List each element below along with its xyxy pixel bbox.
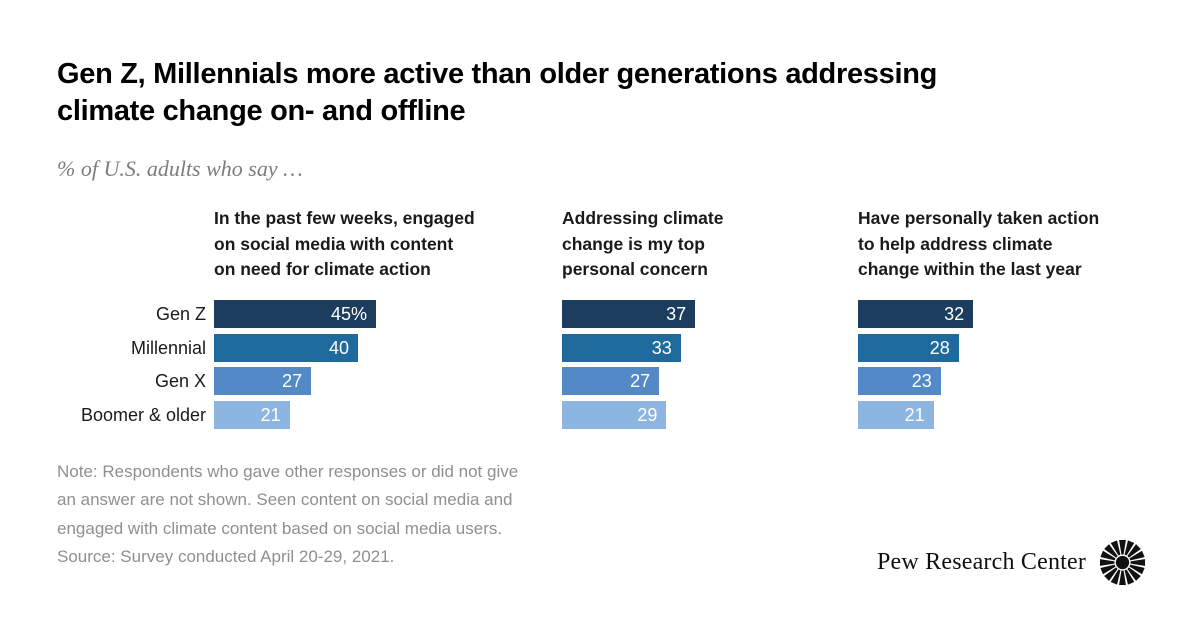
bar-boomer-older: 21 bbox=[858, 400, 934, 429]
note-text: Note: Respondents who gave other respons… bbox=[57, 458, 518, 571]
bar-value-label: 28 bbox=[929, 337, 950, 358]
note-line: an answer are not shown. Seen content on… bbox=[57, 490, 513, 510]
bar-row: 27 bbox=[562, 367, 695, 396]
bar-row: 33 bbox=[562, 333, 695, 362]
bar-gen-x: 27 bbox=[562, 367, 660, 396]
bar-value-label: 45% bbox=[330, 304, 367, 324]
bar-boomer-older: 21 bbox=[214, 400, 290, 429]
category-label-boomer-older: Boomer & older bbox=[80, 404, 206, 425]
bar-row: 27 bbox=[214, 367, 376, 396]
bar-row: 32 bbox=[858, 300, 974, 328]
bar-gen-x: 27 bbox=[214, 367, 312, 396]
bar-value-label: 37 bbox=[666, 304, 687, 324]
bar-millennial: 28 bbox=[858, 333, 959, 362]
bar-row: 23 bbox=[858, 367, 973, 396]
bar-value-label: 29 bbox=[637, 404, 658, 425]
bar-value-label: 40 bbox=[328, 337, 349, 358]
bar-row: 29 bbox=[562, 400, 695, 429]
column-header-top-concern: Addressing climate change is my top pers… bbox=[562, 208, 724, 279]
bar-value-label: 21 bbox=[260, 404, 281, 425]
bar-gen-x: 23 bbox=[858, 367, 941, 396]
sunburst-rays bbox=[1100, 539, 1146, 585]
bar-row: 40 bbox=[214, 333, 376, 362]
column-header-social-media: In the past few weeks, engaged on social… bbox=[214, 208, 475, 279]
bar-value-label: 27 bbox=[282, 371, 303, 392]
bar-row: 21 bbox=[214, 400, 376, 429]
chart-title: Gen Z, Millennials more active than olde… bbox=[57, 58, 938, 127]
bar-row: 37 bbox=[562, 300, 696, 328]
category-label-millennial: Millennial bbox=[130, 337, 206, 358]
bar-value-label: 32 bbox=[944, 304, 965, 324]
bar-value-label: 21 bbox=[904, 404, 925, 425]
bar-row: 21 bbox=[858, 400, 973, 429]
chart-subtitle: % of U.S. adults who say … bbox=[57, 156, 303, 181]
bar-millennial: 33 bbox=[562, 333, 681, 362]
brand-footer: Pew Research Center bbox=[877, 537, 1146, 587]
category-labels: Gen Z Millennial Gen X Boomer & older bbox=[20, 300, 206, 434]
bar-gen-z: 32 bbox=[858, 300, 974, 328]
brand-name: Pew Research Center bbox=[877, 548, 1087, 575]
pew-sunburst-logo-icon bbox=[1100, 539, 1146, 585]
bar-row: 28 bbox=[858, 333, 973, 362]
column-header-taken-action: Have personally taken action to help add… bbox=[858, 208, 1100, 279]
bar-row: 45% bbox=[214, 300, 376, 328]
bar-group-top-concern: 37 33 27 29 bbox=[562, 300, 696, 434]
bar-value-label: 27 bbox=[630, 371, 651, 392]
category-label-gen-x: Gen X bbox=[154, 371, 206, 392]
note-line: Note: Respondents who gave other respons… bbox=[57, 462, 519, 481]
bar-group-taken-action: 32 28 23 21 bbox=[858, 300, 974, 434]
category-label-gen-z: Gen Z bbox=[155, 304, 206, 324]
bar-millennial: 40 bbox=[214, 333, 358, 362]
note-line: Source: Survey conducted April 20-29, 20… bbox=[57, 546, 395, 566]
bar-group-social-media: 45% 40 27 21 bbox=[214, 300, 376, 434]
bar-gen-z: 45% bbox=[214, 300, 376, 328]
bar-value-label: 23 bbox=[911, 371, 932, 392]
note-line: engaged with climate content based on so… bbox=[57, 518, 503, 538]
bar-gen-z: 37 bbox=[562, 300, 696, 328]
bar-boomer-older: 29 bbox=[562, 400, 667, 429]
bar-value-label: 33 bbox=[651, 337, 672, 358]
